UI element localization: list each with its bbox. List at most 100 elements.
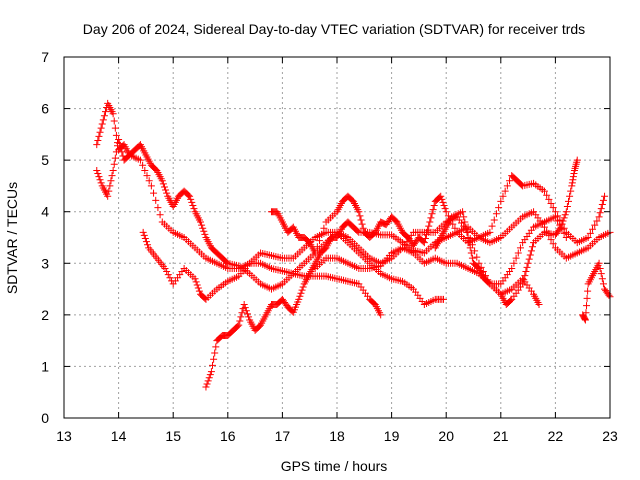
data-point — [591, 221, 599, 229]
data-point — [556, 225, 564, 233]
data-point — [524, 259, 532, 267]
x-tick-label: 15 — [165, 428, 181, 444]
data-point — [519, 280, 527, 288]
data-point — [459, 208, 467, 216]
data-point — [598, 275, 606, 283]
data-point — [194, 284, 202, 292]
data-point — [193, 281, 201, 289]
data-point — [100, 112, 108, 120]
data-point — [298, 286, 306, 294]
y-tick-label: 5 — [41, 152, 49, 168]
data-point — [427, 214, 435, 222]
data-point — [589, 225, 597, 233]
data-point — [166, 274, 174, 282]
data-point — [565, 197, 573, 205]
y-tick-label: 0 — [41, 410, 49, 426]
y-tick-label: 7 — [41, 49, 49, 65]
series-track-c — [139, 228, 447, 309]
data-point — [545, 195, 553, 203]
data-point — [192, 278, 200, 286]
data-point — [209, 361, 217, 369]
data-point — [235, 321, 243, 329]
data-point — [242, 307, 250, 315]
data-point — [437, 192, 445, 200]
data-point — [521, 272, 529, 280]
data-point — [96, 128, 104, 136]
data-point — [506, 177, 514, 185]
y-tick-label: 1 — [41, 358, 49, 374]
data-point — [439, 198, 447, 206]
data-point — [356, 212, 364, 220]
data-point — [106, 182, 114, 190]
data-point — [440, 202, 448, 210]
data-point — [161, 264, 169, 272]
data-point — [569, 176, 577, 184]
data-point — [199, 224, 207, 232]
data-point — [358, 220, 366, 228]
data-point — [191, 275, 199, 283]
data-point — [486, 228, 494, 236]
data-point — [460, 213, 468, 221]
data-point — [234, 322, 242, 330]
data-point — [451, 224, 459, 232]
series-track-e — [267, 172, 609, 257]
data-point — [582, 309, 590, 317]
data-point — [156, 211, 164, 219]
data-point — [569, 173, 577, 181]
data-point — [241, 304, 249, 312]
data-point — [144, 241, 152, 249]
data-point — [560, 229, 568, 237]
data-point — [497, 197, 505, 205]
data-point — [528, 243, 536, 251]
data-point — [189, 202, 197, 210]
data-point — [561, 211, 569, 219]
data-point — [311, 249, 319, 257]
data-point — [236, 317, 244, 325]
data-point — [186, 192, 194, 200]
data-point — [111, 124, 119, 132]
y-tick-label: 3 — [41, 255, 49, 271]
data-point — [355, 208, 363, 216]
x-tick-label: 22 — [548, 428, 564, 444]
data-point — [96, 176, 104, 184]
data-point — [595, 259, 603, 267]
data-point — [105, 187, 113, 195]
data-point — [97, 124, 105, 132]
data-point — [139, 228, 147, 236]
data-point — [466, 244, 474, 252]
data-point — [110, 160, 118, 168]
data-point — [462, 223, 470, 231]
data-point — [212, 343, 220, 351]
data-point — [108, 172, 116, 180]
data-point — [197, 218, 204, 226]
y-tick-label: 6 — [41, 101, 49, 117]
data-point — [442, 208, 450, 216]
data-point — [101, 108, 109, 116]
data-point — [525, 255, 533, 263]
data-point — [495, 204, 503, 212]
chart-title: Day 206 of 2024, Sidereal Day-to-day VTE… — [83, 21, 585, 37]
data-point — [99, 116, 107, 124]
data-points — [93, 99, 614, 391]
data-point — [162, 186, 170, 194]
data-point — [107, 177, 115, 185]
data-point — [526, 251, 534, 259]
data-point — [499, 192, 507, 200]
data-point — [543, 191, 551, 199]
data-point — [463, 228, 471, 236]
data-point — [516, 244, 524, 252]
data-point — [152, 196, 160, 204]
x-tick-label: 17 — [275, 428, 291, 444]
x-tick-label: 19 — [384, 428, 400, 444]
data-point — [115, 136, 123, 144]
data-point — [190, 205, 198, 213]
data-point — [535, 301, 543, 309]
x-tick-label: 20 — [438, 428, 454, 444]
data-point — [426, 218, 434, 226]
data-point — [94, 137, 102, 145]
data-point — [547, 199, 555, 207]
data-point — [237, 313, 245, 321]
data-point — [203, 380, 211, 388]
data-point — [164, 271, 172, 279]
